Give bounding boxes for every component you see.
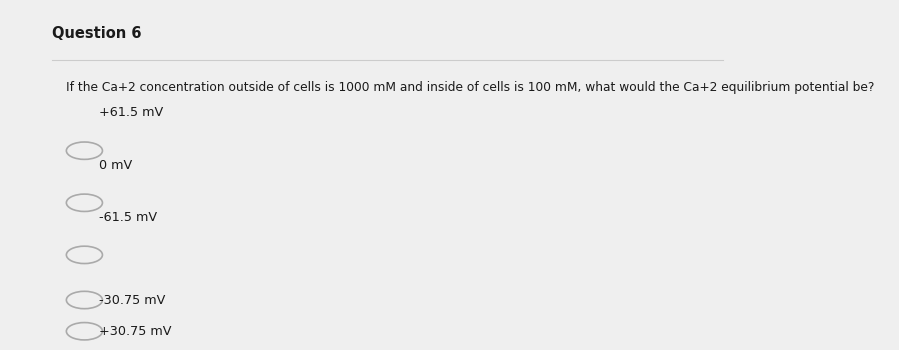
Text: +30.75 mV: +30.75 mV [99, 325, 172, 338]
Text: If the Ca+2 concentration outside of cells is 1000 mM and inside of cells is 100: If the Ca+2 concentration outside of cel… [67, 81, 875, 94]
Text: -30.75 mV: -30.75 mV [99, 294, 165, 307]
Text: +61.5 mV: +61.5 mV [99, 106, 163, 119]
Text: 0 mV: 0 mV [99, 159, 132, 172]
Text: -61.5 mV: -61.5 mV [99, 211, 157, 224]
Text: Question 6: Question 6 [52, 26, 141, 41]
